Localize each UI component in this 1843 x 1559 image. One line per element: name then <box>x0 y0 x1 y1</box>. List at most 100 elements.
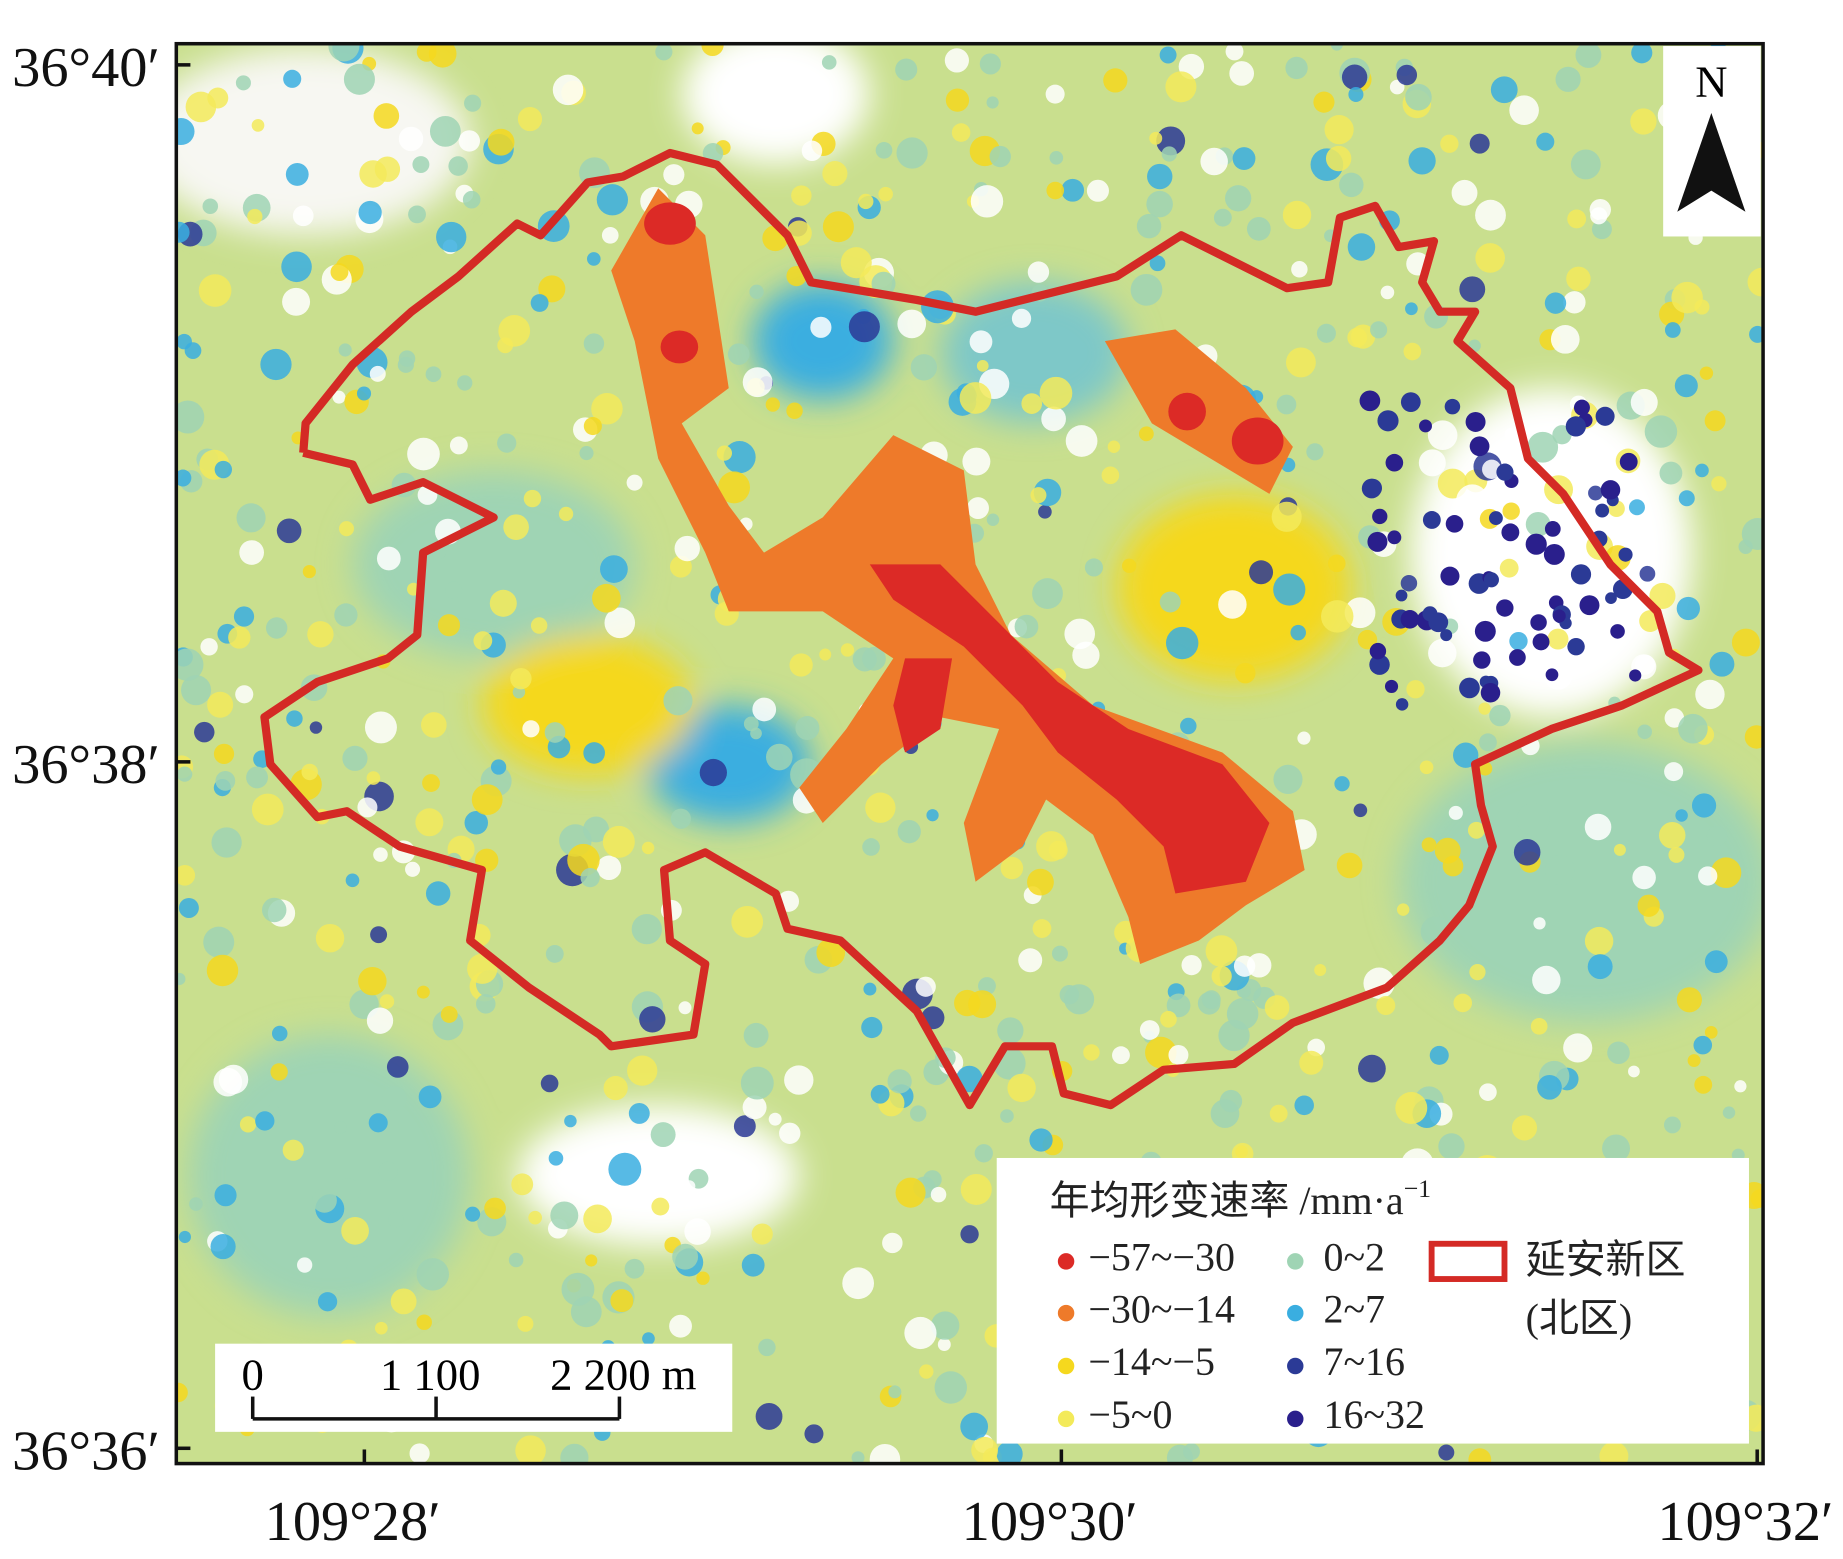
texture-dot <box>523 489 542 508</box>
texture-dot <box>490 759 507 775</box>
texture-dot <box>1590 207 1608 225</box>
texture-dot <box>663 164 685 186</box>
texture-dot <box>1694 1075 1713 1094</box>
texture-dot <box>416 1258 449 1291</box>
legend-label: −5~0 <box>1088 1392 1172 1437</box>
texture-dot <box>1403 342 1422 361</box>
texture-dot <box>603 1075 628 1101</box>
patch <box>752 282 894 400</box>
texture-dot <box>1632 865 1656 890</box>
texture-dot <box>1525 511 1551 537</box>
texture-dot <box>330 263 349 282</box>
texture-dot <box>1306 443 1324 461</box>
texture-dot <box>937 1338 951 1351</box>
texture-dot <box>944 48 969 73</box>
texture-dot <box>1543 543 1565 565</box>
texture-dot <box>213 743 235 764</box>
texture-dot <box>934 1371 967 1404</box>
texture-dot <box>895 58 918 81</box>
texture-dot <box>1634 654 1656 675</box>
texture-dot <box>926 809 939 822</box>
texture-dot <box>1734 1080 1747 1093</box>
texture-dot <box>297 1257 313 1273</box>
texture-dot <box>1478 702 1491 715</box>
texture-dot <box>1165 626 1199 660</box>
texture-dot <box>1637 724 1653 740</box>
texture-dot <box>465 1206 481 1222</box>
texture-dot <box>335 1178 361 1204</box>
texture-dot <box>548 1151 564 1166</box>
texture-dot <box>1544 292 1567 314</box>
texture-dot <box>979 53 1001 75</box>
texture-dot <box>292 205 314 227</box>
legend-swatch <box>1057 1357 1075 1375</box>
texture-dot <box>858 193 874 210</box>
texture-dot <box>1595 406 1615 426</box>
legend-swatch <box>1287 1304 1304 1322</box>
texture-dot <box>1353 803 1368 818</box>
texture-dot <box>909 1105 927 1122</box>
texture-dot <box>997 1017 1024 1044</box>
texture-dot <box>503 514 529 540</box>
texture-dot <box>176 221 190 243</box>
texture-dot <box>1459 677 1480 699</box>
zone-severe <box>644 202 696 245</box>
texture-dot <box>1530 614 1547 631</box>
texture-dot <box>1483 572 1499 588</box>
texture-dot <box>1235 662 1256 684</box>
texture-dot <box>1711 476 1727 492</box>
texture-dot <box>1395 589 1408 602</box>
texture-dot <box>1233 955 1256 977</box>
texture-dot <box>409 1443 430 1464</box>
texture-dot <box>583 333 605 354</box>
texture-dot <box>1678 713 1708 744</box>
texture-dot <box>194 721 215 743</box>
texture-dot <box>210 1234 236 1260</box>
texture-dot <box>795 716 820 741</box>
texture-dot <box>390 1288 417 1315</box>
texture-dot <box>1513 838 1541 866</box>
texture-dot <box>1032 578 1063 609</box>
texture-dot <box>1544 521 1561 537</box>
texture-dot <box>822 161 848 187</box>
texture-dot <box>418 1085 442 1109</box>
texture-dot <box>1165 71 1197 103</box>
texture-dot <box>1610 624 1625 639</box>
texture-dot <box>1566 266 1591 292</box>
texture-dot <box>596 855 622 880</box>
texture-dot <box>1704 1025 1718 1039</box>
texture-dot <box>583 816 609 843</box>
texture-dot <box>1630 108 1657 135</box>
texture-dot <box>1459 276 1486 303</box>
texture-dot <box>1271 501 1302 532</box>
north-arrow-shape <box>1677 113 1746 212</box>
texture-dot <box>1600 480 1621 500</box>
texture-dot <box>1369 654 1390 675</box>
texture-dot <box>484 1197 506 1220</box>
texture-dot <box>580 868 600 888</box>
texture-dot <box>683 1180 696 1193</box>
texture-dot <box>261 897 287 923</box>
texture-dot <box>1563 291 1586 314</box>
texture-dot <box>604 607 636 639</box>
texture-dot <box>471 784 503 815</box>
texture-dot <box>1429 1045 1449 1065</box>
zone-severe <box>1231 417 1284 465</box>
texture-dot <box>1419 419 1432 433</box>
lon-label: 109°32′ <box>1657 1491 1833 1553</box>
texture-dot <box>583 742 605 764</box>
texture-dot <box>1504 427 1518 441</box>
texture-dot <box>1225 43 1244 61</box>
texture-dot <box>740 1066 774 1100</box>
texture-dot <box>388 1212 404 1228</box>
texture-dot <box>1427 420 1458 451</box>
texture-dot <box>583 417 602 436</box>
texture-dot <box>1550 324 1580 354</box>
texture-dot <box>967 497 989 520</box>
new-district-boundary <box>260 148 1703 1110</box>
texture-dot <box>1051 945 1068 962</box>
texture-dot <box>560 1443 589 1464</box>
texture-dot <box>731 905 764 938</box>
texture-dot <box>1273 764 1303 794</box>
